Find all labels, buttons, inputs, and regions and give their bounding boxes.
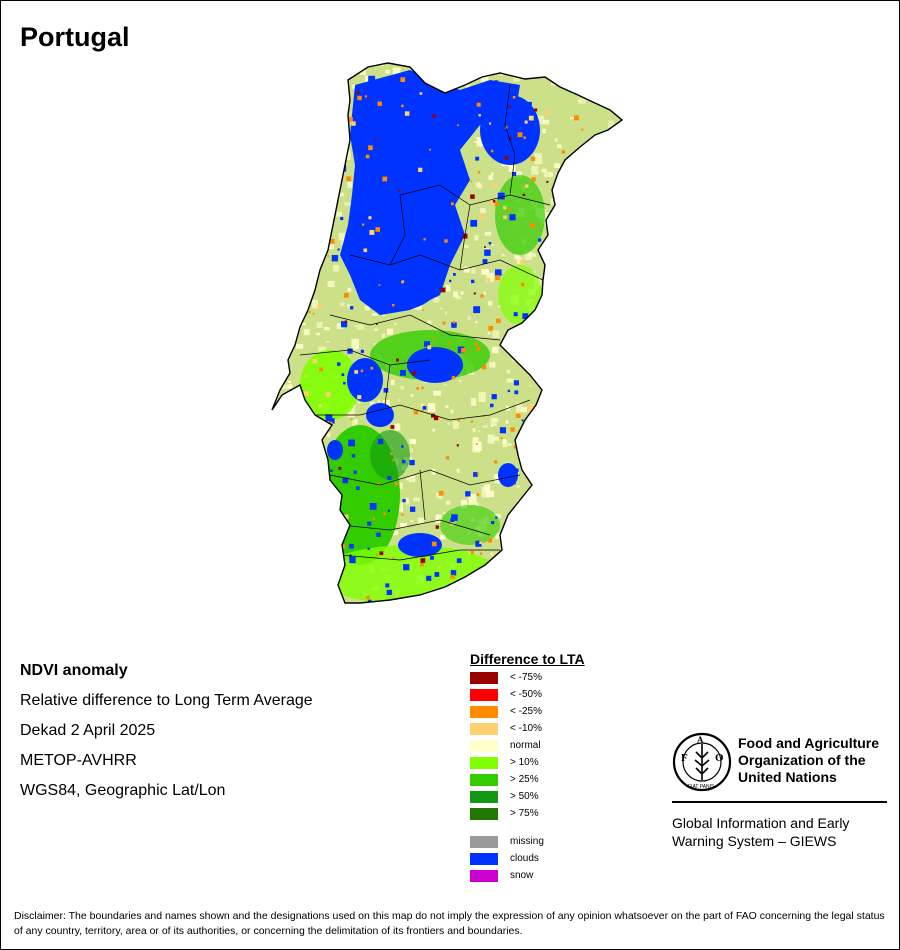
legend-label: < -50%	[510, 689, 542, 700]
product-name: NDVI anomaly	[20, 662, 128, 679]
legend-item: normal	[470, 740, 630, 752]
fao-logo-motto: FIAT PANIS	[688, 784, 715, 790]
legend-item: > 75%	[470, 808, 630, 820]
legend-label: < -10%	[510, 723, 542, 734]
legend-swatch	[470, 774, 498, 786]
legend-swatch	[470, 689, 498, 701]
fao-logo-icon: F A O FIAT PANIS	[672, 732, 732, 792]
legend-swatch	[470, 740, 498, 752]
fao-logo-letter-a: A	[697, 735, 704, 745]
organization-name-line: Organization of the	[738, 752, 866, 768]
map-title: Portugal	[20, 22, 130, 52]
legend-item: < -10%	[470, 723, 630, 735]
legend-label: > 25%	[510, 774, 539, 785]
organization-name-line: United Nations	[738, 769, 837, 785]
legend-label: > 50%	[510, 791, 539, 802]
legend-item: missing	[470, 836, 630, 848]
legend-swatch	[470, 870, 498, 882]
product-sensor: METOP-AVHRR	[20, 752, 137, 769]
legend-swatch	[470, 836, 498, 848]
legend-item: < -50%	[470, 689, 630, 701]
legend-label: clouds	[510, 853, 539, 864]
legend-swatch	[470, 853, 498, 865]
system-name-line: Warning System – GIEWS	[672, 833, 837, 849]
legend-item: < -25%	[470, 706, 630, 718]
legend-label: normal	[510, 740, 541, 751]
legend-title: Difference to LTA	[470, 651, 585, 667]
system-name: Global Information and Early Warning Sys…	[672, 814, 892, 850]
legend-label: < -75%	[510, 672, 542, 683]
legend-swatch	[470, 791, 498, 803]
legend-swatch	[470, 808, 498, 820]
product-description: Relative difference to Long Term Average	[20, 692, 313, 709]
legend-swatch	[470, 757, 498, 769]
legend-item: > 50%	[470, 791, 630, 803]
country-outline	[271, 62, 624, 604]
disclaimer: Disclaimer: The boundaries and names sho…	[14, 910, 885, 937]
legend-swatch	[470, 723, 498, 735]
legend-swatch	[470, 706, 498, 718]
legend-item: snow	[470, 870, 630, 882]
legend-label: > 10%	[510, 757, 539, 768]
legend-label: snow	[510, 870, 534, 881]
map-info: NDVI anomaly Relative difference to Long…	[20, 656, 313, 806]
legend-item: > 10%	[470, 757, 630, 769]
system-name-line: Global Information and Early	[672, 815, 850, 831]
portugal-ndvi-map	[271, 62, 624, 604]
district-boundaries	[299, 84, 551, 561]
legend-label: missing	[510, 836, 544, 847]
organization-name: Food and Agriculture Organization of the…	[738, 735, 898, 786]
legend-item: clouds	[470, 853, 630, 865]
fao-logo-letter-f: F	[681, 752, 688, 764]
legend-label: < -25%	[510, 706, 542, 717]
divider	[672, 801, 887, 803]
fao-logo-letter-o: O	[715, 752, 724, 764]
product-period: Dekad 2 April 2025	[20, 722, 156, 739]
legend-label: > 75%	[510, 808, 539, 819]
product-projection: WGS84, Geographic Lat/Lon	[20, 782, 226, 799]
legend-item: < -75%	[470, 672, 630, 684]
legend-item: > 25%	[470, 774, 630, 786]
organization-name-line: Food and Agriculture	[738, 735, 880, 751]
legend-swatch	[470, 672, 498, 684]
